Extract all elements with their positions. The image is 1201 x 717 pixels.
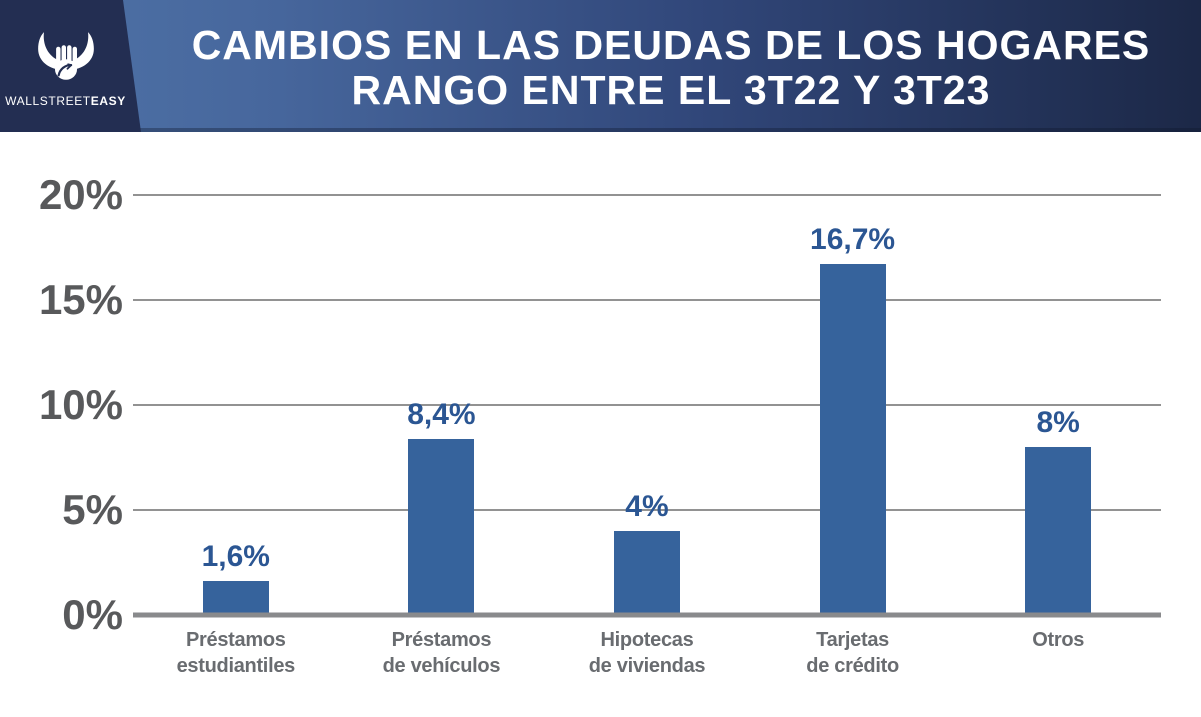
bar-value-label-tarjetas-de-credito: 16,7% — [810, 223, 896, 257]
y-axis: 20% 15% 10% 5% 0% — [0, 171, 123, 638]
header-banner: CAMBIOS EN LAS DEUDAS DE LOS HOGARES RAN… — [0, 0, 1201, 132]
page-title: CAMBIOS EN LAS DEUDAS DE LOS HOGARES RAN… — [141, 0, 1201, 132]
bar-value-label-otros: 8% — [1036, 406, 1080, 439]
bar-otros — [1025, 447, 1092, 615]
brand-name: WALLSTREETEASY — [5, 94, 126, 108]
y-tick-label: 0% — [62, 591, 123, 638]
bar-value-label-prestamos-estudiantiles: 1,6% — [201, 540, 270, 574]
gridline — [133, 299, 1161, 301]
bar-column-otros: 8% Otros — [955, 195, 1161, 651]
x-axis-label-line: de crédito — [806, 655, 899, 677]
y-tick-label: 15% — [38, 276, 123, 323]
gridline — [133, 194, 1161, 196]
bull-fist-icon — [37, 31, 94, 80]
x-axis-label-hipotecas-de-viviendas: Hipotecas de viviendas — [544, 627, 750, 679]
bar-tarjetas-de-credito — [819, 264, 886, 615]
gridline — [133, 509, 1161, 511]
x-axis-label-line: Hipotecas — [600, 629, 694, 651]
title-line-1: CAMBIOS EN LAS DEUDAS DE LOS HOGARES — [191, 22, 1151, 68]
y-tick-label: 5% — [62, 486, 123, 533]
bar-column-tarjetas-de-credito: 16,7% Tarjetas de crédito — [750, 195, 956, 677]
gridline — [133, 404, 1161, 406]
x-axis-label-otros: Otros — [955, 627, 1161, 653]
bar-hipotecas-de-viviendas — [613, 531, 680, 615]
x-axis-label-line: Otros — [1032, 629, 1085, 651]
bar-column-hipotecas-de-viviendas: 4% Hipotecas de viviendas — [544, 195, 750, 677]
x-axis-label-prestamos-de-vehiculos: Préstamos de vehículos — [339, 627, 545, 679]
bar-column-prestamos-estudiantiles: 1,6% Préstamos estudiantiles — [133, 195, 339, 677]
x-axis-label-line: estudiantiles — [176, 655, 296, 677]
x-axis-label-line: Préstamos — [391, 629, 492, 651]
bar-value-label-hipotecas-de-viviendas: 4% — [625, 490, 669, 523]
x-axis-label-line: de viviendas — [588, 655, 706, 677]
brand-logo-block: WALLSTREETEASY — [0, 0, 141, 132]
y-tick-label: 10% — [38, 381, 123, 428]
x-axis-label-tarjetas-de-credito: Tarjetas de crédito — [750, 627, 956, 679]
x-axis-label-prestamos-estudiantiles: Préstamos estudiantiles — [133, 627, 339, 679]
brand-name-part2: EASY — [90, 93, 126, 108]
bar-value-label-prestamos-de-vehiculos: 8,4% — [407, 397, 476, 431]
title-line-2: RANGO ENTRE EL 3T22 Y 3T23 — [351, 67, 991, 113]
brand-name-part1: WALLSTREET — [5, 93, 91, 108]
x-axis-label-line: Tarjetas — [816, 629, 889, 651]
bar-column-prestamos-de-vehiculos: 8,4% Préstamos de vehículos — [339, 195, 545, 677]
bar-prestamos-estudiantiles — [202, 581, 269, 615]
y-tick-label: 20% — [38, 171, 123, 218]
x-axis-label-line: de vehículos — [382, 655, 501, 677]
bar-prestamos-de-vehiculos — [408, 438, 475, 615]
x-axis-line — [133, 612, 1161, 618]
plot-area: 1,6% Préstamos estudiantiles 8,4% Préstamos d… — [133, 194, 1161, 677]
bars-row: 1,6% Préstamos estudiantiles 8,4% Préstamos d… — [133, 195, 1161, 677]
x-axis-label-line: Préstamos — [186, 629, 286, 651]
